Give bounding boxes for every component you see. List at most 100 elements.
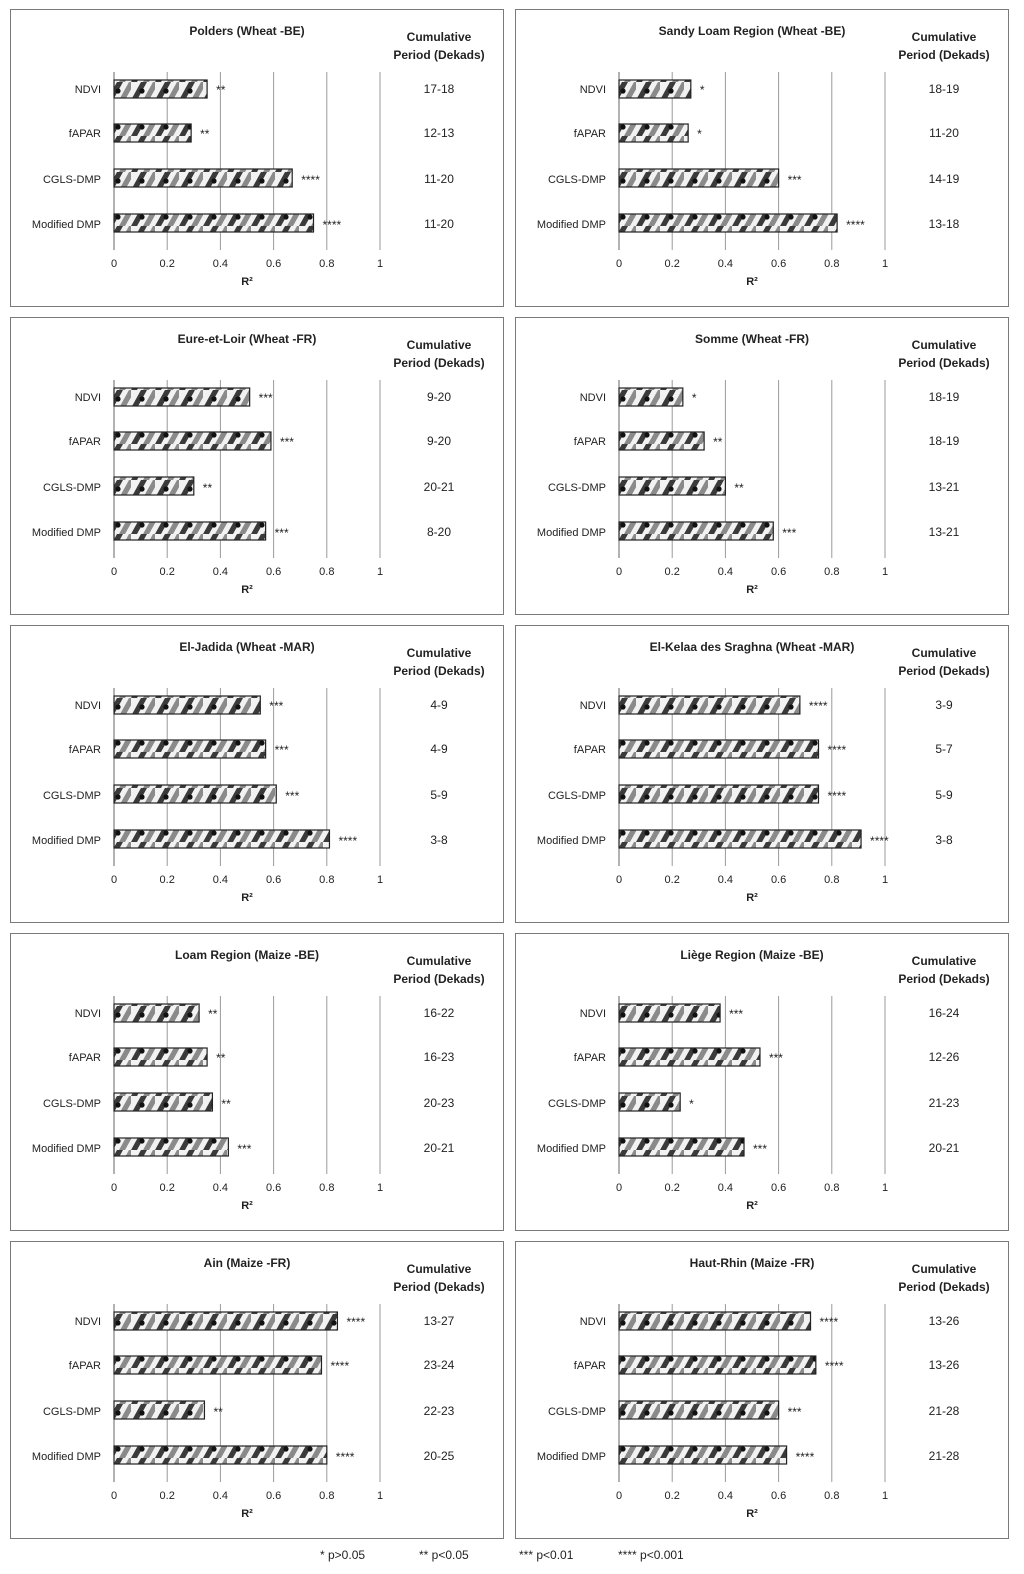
x-tick-label: 0.4 [213, 566, 228, 578]
x-tick-label: 0.4 [718, 1182, 733, 1194]
category-label: NDVI [580, 1316, 606, 1328]
significance-label: ** [213, 1405, 223, 1419]
category-label: NDVI [75, 700, 101, 712]
bar [113, 1355, 323, 1375]
period-value: 9-20 [427, 390, 451, 404]
bar [113, 1445, 328, 1465]
significance-label: ** [216, 83, 226, 97]
significance-label: * [689, 1097, 694, 1111]
significance-label: ** [216, 1051, 226, 1065]
significance-label: *** [237, 1142, 251, 1156]
category-label: Modified DMP [32, 1143, 101, 1155]
period-value: 14-19 [929, 172, 960, 186]
period-value: 18-19 [929, 434, 960, 448]
category-label: Modified DMP [537, 1451, 606, 1463]
period-value: 18-19 [929, 82, 960, 96]
x-tick-label: 1 [882, 874, 888, 886]
period-value: 5-7 [935, 742, 953, 756]
period-value: 13-26 [929, 1358, 960, 1372]
bar-chart: Loam Region (Maize -BE) Cumulative Period … [32, 948, 485, 1212]
x-tick-label: 0 [616, 874, 622, 886]
chart-title: Somme (Wheat -FR) [695, 332, 809, 346]
bar [618, 168, 780, 188]
chart-title: Haut-Rhin (Maize -FR) [690, 1256, 815, 1270]
bar [113, 79, 208, 99]
chart-panel: Ain (Maize -FR) Cumulative Period (Dekads)… [10, 1241, 504, 1539]
period-header-line1: Cumulative [407, 646, 472, 660]
period-header-line2: Period (Dekads) [898, 664, 989, 678]
significance-label: *** [259, 391, 273, 405]
period-value: 9-20 [427, 434, 451, 448]
chart-title: Sandy Loam Region (Wheat -BE) [659, 24, 846, 38]
category-label: NDVI [75, 84, 101, 96]
x-axis-label: R² [746, 1200, 758, 1212]
x-tick-label: 0 [616, 1182, 622, 1194]
significance-label: **** [828, 743, 847, 757]
bar [618, 476, 727, 496]
x-tick-label: 0.8 [824, 258, 839, 270]
category-label: CGLS-DMP [43, 174, 101, 186]
period-value: 11-20 [424, 172, 454, 186]
category-label: fAPAR [574, 1052, 606, 1064]
bar [113, 476, 195, 496]
x-tick-label: 1 [377, 1182, 383, 1194]
period-value: 18-19 [929, 390, 960, 404]
x-tick-label: 1 [882, 258, 888, 270]
period-value: 16-23 [424, 1050, 455, 1064]
category-label: NDVI [580, 392, 606, 404]
x-tick-label: 0.2 [665, 258, 680, 270]
x-axis-label: R² [241, 584, 253, 596]
significance-label: **** [301, 173, 320, 187]
period-header-line2: Period (Dekads) [898, 48, 989, 62]
bar [618, 1400, 780, 1420]
bar [618, 695, 801, 715]
period-value: 16-24 [929, 1006, 960, 1020]
chart-panel: Loam Region (Maize -BE) Cumulative Period … [10, 933, 504, 1231]
period-value: 11-20 [929, 126, 959, 140]
period-value: 23-24 [424, 1358, 455, 1372]
x-tick-label: 0.2 [665, 1182, 680, 1194]
bar [113, 829, 331, 849]
x-tick-label: 0.2 [665, 1490, 680, 1502]
period-header-line2: Period (Dekads) [393, 48, 484, 62]
bar [618, 387, 684, 407]
significance-label: **** [338, 834, 357, 848]
bar-chart: Sandy Loam Region (Wheat -BE) Cumulative P… [537, 24, 990, 288]
period-header-line2: Period (Dekads) [393, 664, 484, 678]
x-tick-label: 0.4 [213, 1490, 228, 1502]
x-tick-label: 0.8 [319, 258, 334, 270]
x-tick-label: 0.8 [319, 874, 334, 886]
period-header-line2: Period (Dekads) [393, 356, 484, 370]
bar [618, 213, 838, 233]
category-label: Modified DMP [32, 527, 101, 539]
x-tick-label: 0.2 [160, 1490, 175, 1502]
category-label: NDVI [580, 1008, 606, 1020]
x-axis-label: R² [746, 892, 758, 904]
chart-panel: El-Kelaa des Sraghna (Wheat -MAR) Cumulat… [515, 625, 1009, 923]
x-tick-label: 0.2 [665, 874, 680, 886]
bar [113, 739, 267, 759]
category-label: fAPAR [574, 1360, 606, 1372]
x-tick-label: 0.8 [824, 566, 839, 578]
category-label: CGLS-DMP [43, 1406, 101, 1418]
category-label: fAPAR [574, 744, 606, 756]
x-axis-label: R² [746, 584, 758, 596]
period-value: 20-21 [929, 1141, 960, 1155]
bar-chart: Ain (Maize -FR) Cumulative Period (Dekads)… [32, 1256, 485, 1520]
x-tick-label: 0.4 [213, 258, 228, 270]
legend-item-p0001: **** p<0.001 [618, 1548, 684, 1562]
x-tick-label: 0.4 [718, 566, 733, 578]
chart-title: Ain (Maize -FR) [204, 1256, 291, 1270]
x-tick-label: 0.6 [266, 258, 281, 270]
x-tick-label: 0.6 [771, 1490, 786, 1502]
bar-chart: Eure-et-Loir (Wheat -FR) Cumulative Period… [32, 332, 485, 596]
category-label: NDVI [580, 700, 606, 712]
bar [113, 213, 315, 233]
significance-label: **** [870, 834, 889, 848]
x-tick-label: 0 [111, 1182, 117, 1194]
bar-chart: Polders (Wheat -BE) Cumulative Period (Dek… [32, 24, 485, 288]
bar-chart: Haut-Rhin (Maize -FR) Cumulative Period (D… [537, 1256, 990, 1520]
category-label: Modified DMP [32, 835, 101, 847]
category-label: fAPAR [69, 128, 101, 140]
chart-title: Eure-et-Loir (Wheat -FR) [178, 332, 317, 346]
